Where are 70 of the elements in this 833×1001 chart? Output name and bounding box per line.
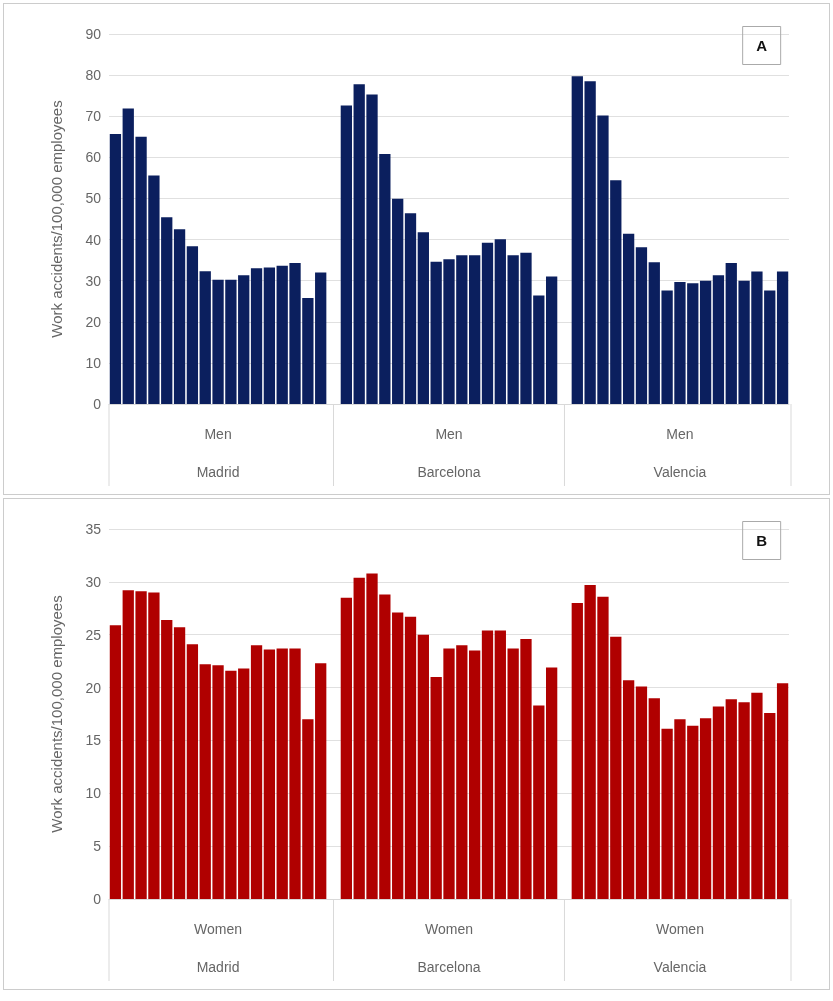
bar [109, 133, 122, 404]
bar [622, 680, 635, 899]
bar [481, 630, 494, 899]
bar [186, 644, 199, 899]
y-axis-title: Work accidents/100,000 employees [48, 100, 65, 338]
bar [250, 645, 263, 899]
bar [481, 242, 494, 404]
y-tick-label: 70 [85, 108, 102, 125]
y-tick-label: 0 [93, 396, 102, 412]
bar [404, 213, 417, 404]
bar [173, 627, 186, 899]
bar [250, 268, 263, 404]
text: Madrid [196, 959, 240, 975]
bar [417, 232, 429, 404]
y-tick-label: 60 [85, 149, 102, 166]
bar [469, 650, 481, 899]
chart-title: B [756, 532, 768, 549]
bar [699, 718, 712, 899]
text: Men [204, 426, 232, 442]
text: Madrid [196, 464, 240, 480]
bar [340, 105, 352, 404]
y-axis-title: Work accidents/100,000 employees [48, 595, 65, 833]
y-tick-label: 0 [93, 891, 102, 907]
bar [776, 683, 789, 899]
chart-title: A [756, 37, 768, 54]
bar [469, 255, 481, 404]
bar [109, 625, 122, 899]
bar [635, 247, 648, 404]
bar [263, 649, 276, 899]
bar [546, 276, 558, 404]
y-tick-label: 90 [85, 26, 102, 42]
y-tick-label: 30 [85, 272, 102, 289]
bar [622, 233, 635, 404]
y-tick-label: 80 [85, 67, 102, 84]
y-tick-label: 30 [85, 573, 102, 590]
bar [173, 229, 186, 404]
bar [417, 634, 429, 899]
text: Valencia [653, 959, 707, 975]
y-tick-label: 15 [85, 732, 102, 749]
text: Barcelona [417, 464, 481, 480]
text: Men [435, 426, 463, 442]
y-tick-label: 25 [85, 626, 102, 643]
text: Valencia [653, 464, 707, 480]
bar [340, 597, 352, 899]
bar [263, 267, 276, 404]
y-tick-label: 35 [85, 521, 102, 537]
bar [776, 271, 789, 404]
y-tick-label: 20 [85, 679, 102, 696]
bar [699, 280, 712, 404]
bar [546, 667, 558, 899]
y-tick-label: 10 [85, 354, 102, 371]
bar [392, 198, 404, 404]
bar [494, 630, 506, 899]
bar [494, 239, 506, 404]
bar [392, 612, 404, 899]
y-tick-label: 50 [85, 190, 102, 207]
text: Women [194, 921, 243, 937]
y-tick-label: 20 [85, 313, 102, 330]
bar [186, 246, 199, 404]
bar [712, 706, 725, 899]
bar [404, 616, 417, 899]
text: Men [666, 426, 694, 442]
bar [635, 686, 648, 899]
text: Women [425, 921, 473, 937]
y-tick-label: 5 [93, 838, 102, 855]
bar [712, 275, 725, 404]
text: Women [655, 921, 704, 937]
text: Barcelona [417, 959, 481, 975]
y-tick-label: 40 [85, 231, 102, 248]
y-tick-label: 10 [85, 785, 102, 802]
